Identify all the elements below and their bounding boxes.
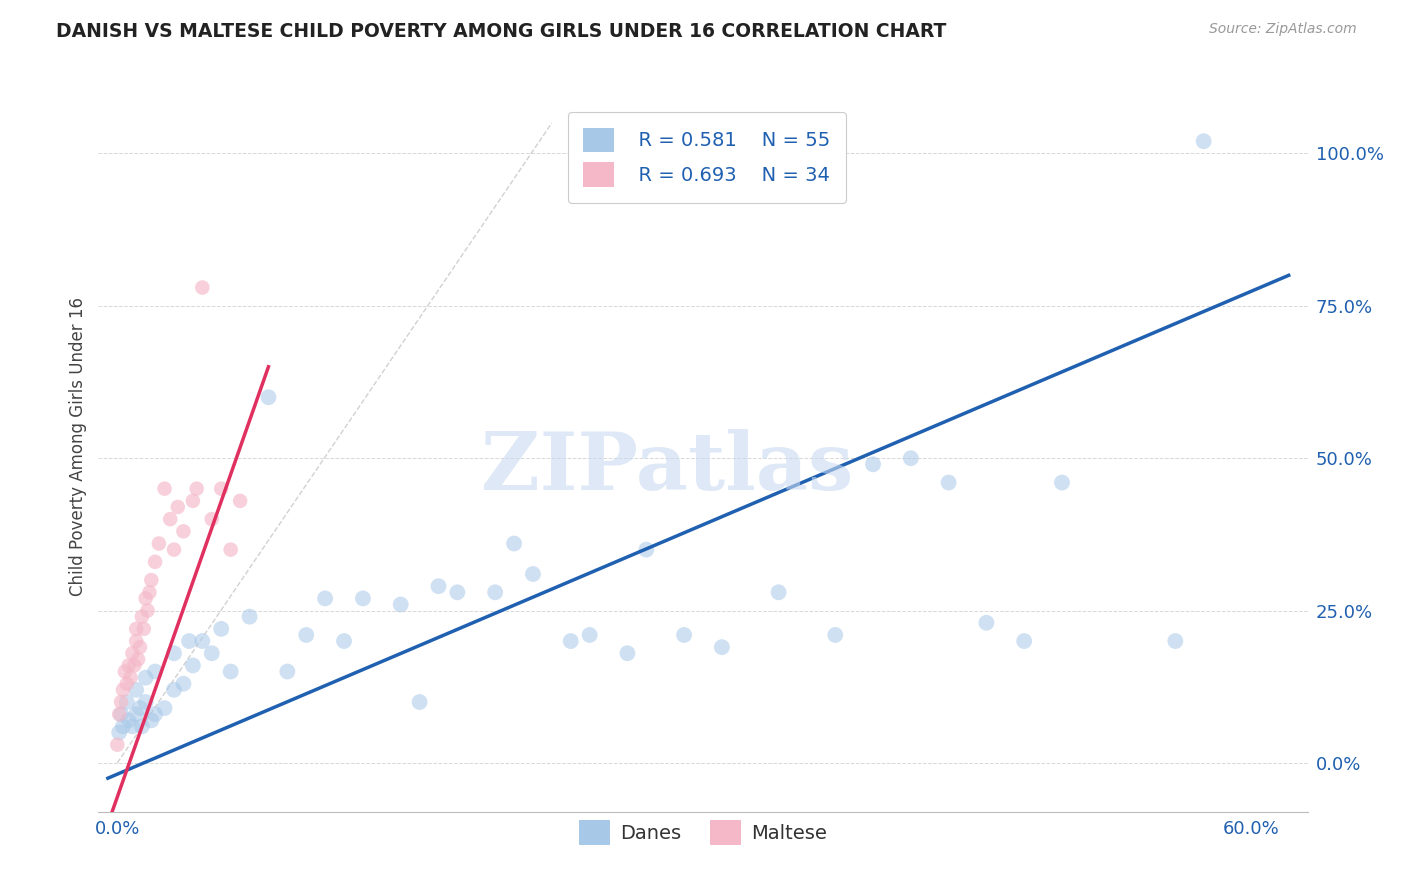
Point — [229, 494, 252, 508]
Point — [138, 585, 160, 599]
Point — [121, 719, 143, 733]
Point — [408, 695, 430, 709]
Point — [131, 609, 153, 624]
Point — [179, 634, 201, 648]
Point — [1192, 134, 1215, 148]
Point — [143, 665, 166, 679]
Point — [578, 628, 600, 642]
Point — [503, 536, 526, 550]
Point — [125, 682, 148, 697]
Point — [125, 634, 148, 648]
Point — [148, 536, 170, 550]
Point — [163, 646, 186, 660]
Point — [276, 665, 298, 679]
Point — [219, 542, 242, 557]
Point — [111, 682, 134, 697]
Point — [1012, 634, 1035, 648]
Point — [125, 622, 148, 636]
Point — [560, 634, 582, 648]
Point — [121, 646, 143, 660]
Point — [105, 738, 128, 752]
Point — [143, 555, 166, 569]
Point — [129, 640, 152, 655]
Point — [125, 707, 148, 722]
Point — [824, 628, 846, 642]
Point — [191, 634, 214, 648]
Point — [135, 671, 157, 685]
Point — [172, 676, 194, 690]
Point — [201, 512, 224, 526]
Point — [257, 390, 280, 404]
Point — [127, 652, 149, 666]
Point — [976, 615, 998, 630]
Point — [135, 695, 157, 709]
Point — [522, 567, 544, 582]
Point — [209, 622, 232, 636]
Point — [219, 665, 242, 679]
Point — [295, 628, 318, 642]
Point — [129, 701, 152, 715]
Point — [209, 482, 232, 496]
Point — [186, 482, 208, 496]
Point — [132, 622, 155, 636]
Point — [115, 695, 138, 709]
Point — [141, 573, 163, 587]
Point — [427, 579, 450, 593]
Point — [153, 701, 176, 715]
Point — [172, 524, 194, 539]
Point — [118, 714, 141, 728]
Text: ZIPatlas: ZIPatlas — [481, 429, 853, 507]
Y-axis label: Child Poverty Among Girls Under 16: Child Poverty Among Girls Under 16 — [69, 296, 87, 596]
Point — [115, 676, 138, 690]
Point — [159, 512, 181, 526]
Point — [111, 719, 134, 733]
Point — [616, 646, 638, 660]
Point — [1050, 475, 1073, 490]
Point — [181, 658, 204, 673]
Point — [118, 658, 141, 673]
Point — [153, 482, 176, 496]
Point — [181, 494, 204, 508]
Point — [131, 719, 153, 733]
Point — [636, 542, 658, 557]
Point — [163, 682, 186, 697]
Point — [1164, 634, 1187, 648]
Point — [120, 671, 142, 685]
Point — [108, 707, 131, 722]
Point — [862, 458, 884, 472]
Point — [201, 646, 224, 660]
Point — [166, 500, 188, 514]
Point — [110, 695, 132, 709]
Point — [710, 640, 733, 655]
Point — [191, 280, 214, 294]
Point — [114, 665, 136, 679]
Point — [938, 475, 960, 490]
Point — [484, 585, 506, 599]
Point — [239, 609, 262, 624]
Point — [673, 628, 696, 642]
Point — [768, 585, 790, 599]
Point — [352, 591, 374, 606]
Point — [389, 598, 412, 612]
Point — [163, 542, 186, 557]
Point — [333, 634, 356, 648]
Point — [108, 725, 131, 739]
Point — [143, 707, 166, 722]
Point — [900, 451, 922, 466]
Point — [446, 585, 468, 599]
Point — [110, 707, 132, 722]
Point — [314, 591, 336, 606]
Legend: Danes, Maltese: Danes, Maltese — [571, 813, 835, 854]
Point — [136, 604, 159, 618]
Point — [135, 591, 157, 606]
Point — [124, 658, 146, 673]
Text: DANISH VS MALTESE CHILD POVERTY AMONG GIRLS UNDER 16 CORRELATION CHART: DANISH VS MALTESE CHILD POVERTY AMONG GI… — [56, 22, 946, 41]
Text: Source: ZipAtlas.com: Source: ZipAtlas.com — [1209, 22, 1357, 37]
Point — [141, 714, 163, 728]
